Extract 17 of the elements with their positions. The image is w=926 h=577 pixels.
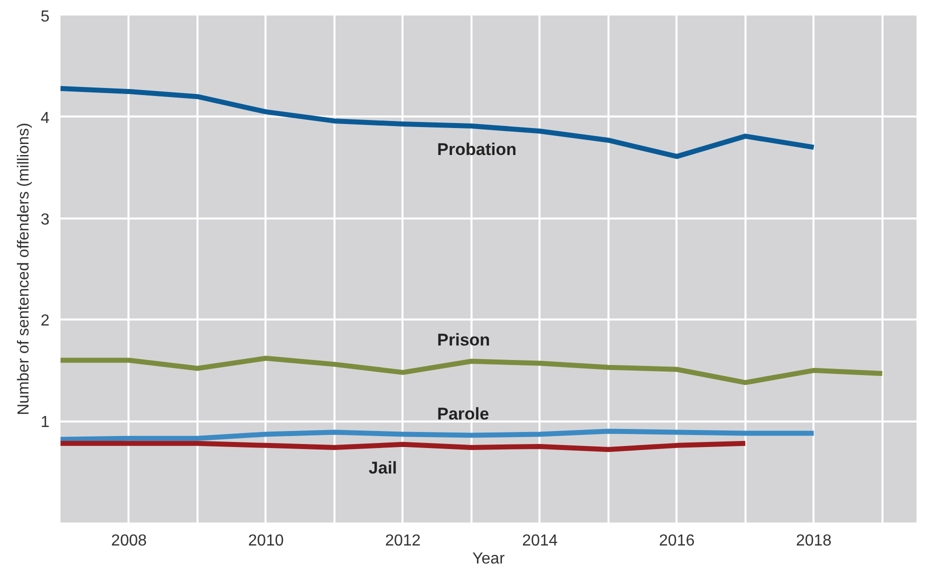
series-label: Prison <box>437 330 490 350</box>
series-label: Probation <box>437 140 516 160</box>
y-tick-label: 3 <box>40 211 50 228</box>
x-tick-label: 2012 <box>385 532 421 550</box>
y-tick-label: 4 <box>40 110 50 127</box>
x-tick-label: 2014 <box>522 532 558 550</box>
series-label: Parole <box>437 404 490 424</box>
x-axis-title: Year <box>472 550 506 568</box>
x-tick-label: 2016 <box>659 532 695 550</box>
x-tick-label: 2008 <box>111 532 147 550</box>
y-tick-label: 2 <box>40 312 50 330</box>
y-tick-label: 1 <box>40 414 50 432</box>
x-tick-label: 2018 <box>796 532 832 550</box>
y-tick-label: 5 <box>40 8 50 26</box>
series-label: Jail <box>368 458 398 478</box>
x-tick-label: 2010 <box>248 532 284 550</box>
y-axis-title: Number of sentenced offenders (millions) <box>16 122 33 416</box>
